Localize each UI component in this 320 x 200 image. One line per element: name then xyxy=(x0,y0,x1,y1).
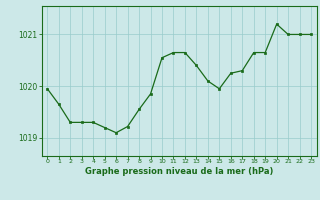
X-axis label: Graphe pression niveau de la mer (hPa): Graphe pression niveau de la mer (hPa) xyxy=(85,167,273,176)
